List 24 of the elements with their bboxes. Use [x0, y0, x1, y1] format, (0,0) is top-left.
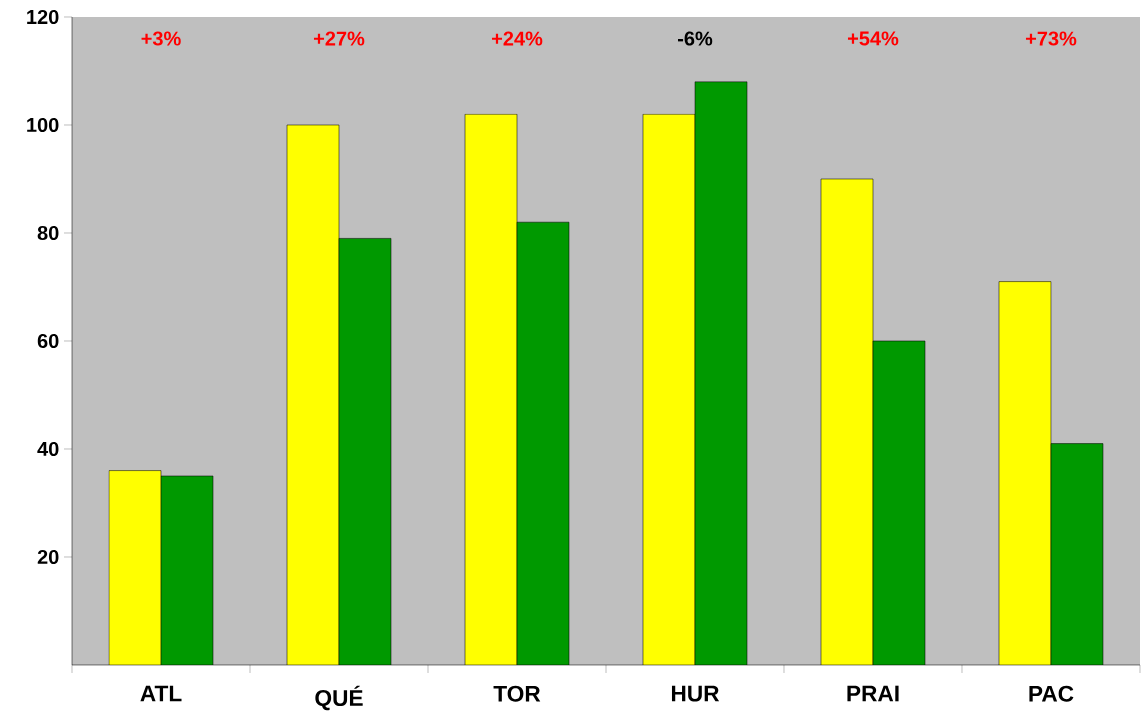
annotation: +73%	[1025, 31, 1077, 46]
y-tick-label: 120	[27, 9, 59, 25]
annotation: +27%	[313, 31, 365, 46]
bar	[339, 238, 392, 665]
x-tick-label: PAC	[1029, 685, 1074, 702]
bar	[517, 222, 569, 665]
x-tick-label: TOR	[493, 685, 541, 702]
y-tick-label: 20	[37, 549, 59, 565]
x-tick-label: QUÉ	[315, 685, 363, 711]
annotation: +54%	[847, 31, 899, 46]
bar	[1050, 443, 1104, 665]
annotation: -6%	[677, 31, 713, 46]
annotation: +24%	[491, 31, 543, 46]
y-tick-label: 80	[37, 225, 59, 241]
x-tick-label: PRAI	[847, 685, 899, 702]
bar	[695, 81, 747, 665]
y-tick-label: 40	[37, 441, 59, 457]
x-tick-label: ATL	[140, 685, 182, 702]
bar	[161, 475, 214, 665]
x-tick-label: HUR	[671, 685, 720, 702]
bar	[873, 340, 925, 665]
annotation: +3%	[141, 31, 181, 46]
y-tick-label: 100	[27, 117, 59, 133]
y-tick-label: 60	[37, 333, 59, 349]
